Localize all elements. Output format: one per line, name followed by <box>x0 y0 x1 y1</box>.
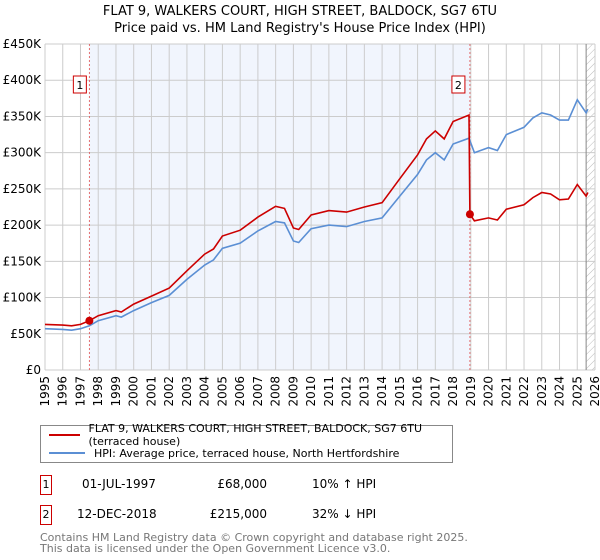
y-tick-label: £200K <box>3 218 43 232</box>
x-tick-label: 2016 <box>411 376 425 407</box>
x-tick-label: 2011 <box>322 376 336 407</box>
footer-copyright: Contains HM Land Registry data © Crown c… <box>40 531 468 544</box>
x-tick-label: 2007 <box>251 376 265 407</box>
x-tick-label: 2004 <box>198 376 212 407</box>
hpi-line <box>44 98 589 332</box>
forecast-hatch <box>586 44 595 370</box>
x-tick-label: 2013 <box>357 376 371 407</box>
x-tick-label: 2021 <box>499 376 513 407</box>
transaction-price: £215,000 <box>209 507 267 521</box>
x-tick-label: 2000 <box>127 376 141 407</box>
x-tick-label: 2008 <box>269 376 283 407</box>
y-tick-label: £250K <box>3 182 43 196</box>
price-paid-line <box>44 113 589 327</box>
x-tick-label: 2022 <box>517 376 531 407</box>
x-tick-label: 2012 <box>340 376 354 407</box>
y-tick-label: £50K <box>10 327 42 341</box>
x-tick-label: 2020 <box>482 376 496 407</box>
legend-label: HPI: Average price, terraced house, Nort… <box>94 446 400 460</box>
y-tick-label: £150K <box>3 254 43 268</box>
x-tick-label: 2006 <box>233 376 247 407</box>
x-tick-label: 2026 <box>588 376 600 407</box>
legend: FLAT 9, WALKERS COURT, HIGH STREET, BALD… <box>40 422 453 463</box>
x-tick-label: 2015 <box>393 376 407 407</box>
x-tick-label: 2018 <box>446 376 460 407</box>
y-tick-label: £400K <box>3 73 43 87</box>
sale-point <box>465 210 474 219</box>
x-tick-label: 2025 <box>570 376 584 407</box>
x-tick-label: 2009 <box>286 376 300 407</box>
x-tick-label: 2003 <box>180 376 194 407</box>
x-tick-label: 2024 <box>553 376 567 407</box>
transaction-date: 01-JUL-1997 <box>82 477 156 491</box>
x-tick-label: 2017 <box>428 376 442 407</box>
transaction-hpi: 10% ↑ HPI <box>312 477 377 491</box>
x-tick-label: 1997 <box>73 376 87 407</box>
y-tick-label: £450K <box>3 37 43 51</box>
legend-swatch-blue <box>49 452 85 454</box>
chart-subtitle: Price paid vs. HM Land Registry's House … <box>114 21 486 36</box>
x-tick-label: 1995 <box>38 376 52 407</box>
legend-item-property: FLAT 9, WALKERS COURT, HIGH STREET, BALD… <box>49 422 452 448</box>
marker-label: 1 <box>76 79 83 92</box>
transaction-hpi: 32% ↓ HPI <box>312 507 377 521</box>
x-tick-label: 1999 <box>109 376 123 407</box>
x-tick-label: 2005 <box>215 376 229 407</box>
x-tick-label: 2002 <box>162 376 176 407</box>
x-tick-label: 2010 <box>304 376 318 407</box>
x-tick-label: 2019 <box>464 376 478 407</box>
legend-item-hpi: HPI: Average price, terraced house, Nort… <box>49 445 399 461</box>
x-tick-label: 2014 <box>375 376 389 407</box>
legend-label: FLAT 9, WALKERS COURT, HIGH STREET, BALD… <box>88 422 423 448</box>
transaction-price: £68,000 <box>217 477 267 491</box>
y-tick-label: £300K <box>3 146 43 160</box>
legend-swatch-red <box>49 434 80 436</box>
transaction-date: 12-DEC-2018 <box>77 507 157 521</box>
x-tick-label: 2001 <box>144 376 158 407</box>
x-tick-label: 1998 <box>91 376 105 407</box>
marker-label-box <box>72 75 87 94</box>
y-tick-label: £100K <box>3 291 43 305</box>
footer-licence: This data is licensed under the Open Gov… <box>40 542 391 555</box>
marker-label: 2 <box>455 79 462 92</box>
chart-title: FLAT 9, WALKERS COURT, HIGH STREET, BALD… <box>102 4 498 19</box>
x-tick-label: 2023 <box>535 376 549 407</box>
y-tick-label: £0 <box>26 363 41 377</box>
y-tick-label: £350K <box>3 109 43 123</box>
x-tick-label: 1996 <box>56 376 70 407</box>
marker-badge: 1 <box>40 475 52 495</box>
price-chart: 1995 1996 1997 1998 1999 2000 2001 2002 2003 2004… <box>3 37 600 407</box>
sale-point <box>85 316 94 325</box>
marker-label-box <box>451 75 466 94</box>
marker-badge: 2 <box>40 505 52 525</box>
